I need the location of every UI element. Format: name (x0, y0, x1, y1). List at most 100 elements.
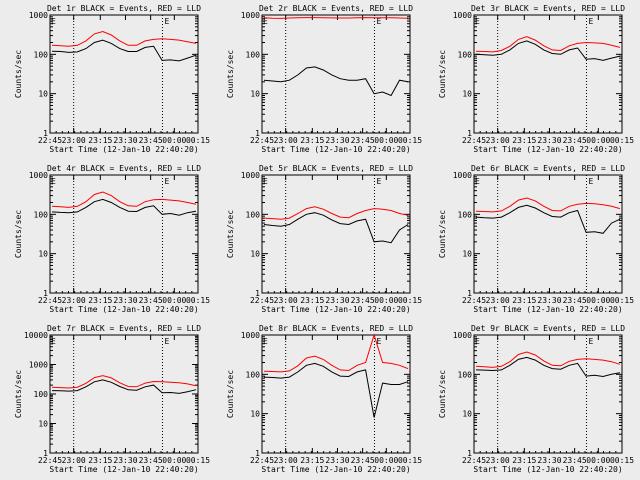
y-tick-label: 1 (467, 289, 472, 298)
x-tick-label: 00:00 (374, 136, 398, 145)
events-series-line (475, 204, 621, 234)
marker-e-left: E (263, 17, 268, 26)
y-axis-label: Counts/sec (226, 50, 235, 98)
detector-panel-6: Det 6r BLACK = Events, RED = LLD 1 10 100 10… (438, 164, 634, 314)
detector-panel-9: Det 9r BLACK = Events, RED = LLD 1 10 100 10… (438, 324, 634, 474)
x-tick-label: 23:45 (139, 136, 163, 145)
y-tick-label: 100 (458, 370, 473, 379)
plot-frame (49, 174, 199, 294)
plot-frame (473, 14, 623, 134)
x-tick-label: 23:30 (113, 456, 137, 465)
detector-panel-1: Det 1r BLACK = Events, RED = LLD 1 10 100 10… (14, 4, 210, 154)
marker-e-left: E (475, 337, 480, 346)
x-tick-label: 23:45 (351, 296, 375, 305)
marker-e-right: E (588, 337, 593, 346)
x-tick-label: 00:15 (186, 136, 210, 145)
x-tick-label: 23:45 (139, 296, 163, 305)
x-tick-label: 23:15 (300, 296, 324, 305)
x-tick-label: 23:00 (274, 136, 298, 145)
x-axis-label: Start Time (12-Jan-10 22:40:20) (49, 305, 198, 314)
events-series-line (475, 356, 621, 378)
lld-series-line (51, 375, 197, 389)
x-axis-label: Start Time (12-Jan-10 22:40:20) (261, 465, 410, 474)
plot-frame (261, 334, 411, 454)
y-tick-label: 1000 (453, 11, 472, 20)
lld-series-line (475, 197, 621, 213)
marker-e-right: E (376, 177, 381, 186)
x-tick-label: 22:45 (462, 296, 486, 305)
events-series-line (263, 212, 409, 244)
lld-series-line (475, 36, 621, 53)
y-axis-label: Counts/sec (14, 50, 23, 98)
y-axis-label: Counts/sec (226, 370, 235, 418)
x-tick-label: 23:30 (113, 296, 137, 305)
lld-series-line (51, 30, 197, 47)
x-tick-label: 00:15 (186, 456, 210, 465)
y-tick-label: 1 (43, 289, 48, 298)
events-series-line (475, 40, 621, 61)
marker-e-left: E (263, 337, 268, 346)
y-tick-label: 1000 (29, 11, 48, 20)
x-tick-label: 23:45 (563, 456, 587, 465)
y-tick-label: 100 (34, 50, 49, 59)
y-tick-label: 10000 (24, 331, 48, 340)
x-tick-label: 23:00 (62, 136, 86, 145)
detector-panel-4: Det 4r BLACK = Events, RED = LLD 1 10 100 10… (14, 164, 210, 314)
x-tick-label: 23:30 (113, 136, 137, 145)
y-tick-label: 100 (246, 370, 261, 379)
x-tick-label: 22:45 (38, 296, 62, 305)
marker-e-right: E (376, 17, 381, 26)
events-series-line (263, 362, 409, 418)
panel-title: Det 5r BLACK = Events, RED = LLD (259, 164, 413, 173)
y-tick-label: 10 (250, 250, 260, 259)
marker-e-right: E (588, 177, 593, 186)
detector-panel-2: Det 2r BLACK = Events, RED = LLD 1 10 100 10… (226, 4, 422, 154)
x-tick-label: 23:00 (486, 136, 510, 145)
plot-frame (261, 14, 411, 134)
marker-e-left: E (263, 177, 268, 186)
y-axis-label: Counts/sec (438, 210, 447, 258)
x-tick-label: 23:00 (486, 456, 510, 465)
x-axis-label: Start Time (12-Jan-10 22:40:20) (261, 145, 410, 154)
x-tick-label: 23:00 (274, 296, 298, 305)
x-tick-label: 23:15 (88, 136, 112, 145)
plot-frame (261, 174, 411, 294)
plot-frame (49, 14, 199, 134)
y-tick-label: 100 (458, 50, 473, 59)
lld-series-line (51, 191, 197, 208)
x-tick-label: 23:30 (537, 456, 561, 465)
x-tick-label: 23:45 (563, 296, 587, 305)
x-tick-label: 23:45 (351, 136, 375, 145)
x-tick-label: 23:30 (325, 296, 349, 305)
marker-e-left: E (475, 17, 480, 26)
x-tick-label: 22:45 (250, 456, 274, 465)
y-tick-label: 10 (462, 250, 472, 259)
x-tick-label: 00:15 (610, 136, 634, 145)
x-tick-label: 23:15 (300, 136, 324, 145)
marker-e-right: E (164, 337, 169, 346)
x-tick-label: 23:00 (62, 296, 86, 305)
y-tick-label: 10 (38, 90, 48, 99)
x-tick-label: 00:00 (374, 296, 398, 305)
plot-frame (473, 334, 623, 454)
x-tick-label: 23:30 (537, 296, 561, 305)
x-tick-label: 22:45 (250, 296, 274, 305)
x-axis-label: Start Time (12-Jan-10 22:40:20) (49, 145, 198, 154)
x-axis-label: Start Time (12-Jan-10 22:40:20) (473, 145, 622, 154)
y-tick-label: 1 (255, 129, 260, 138)
y-tick-label: 10 (250, 90, 260, 99)
x-tick-label: 23:45 (139, 456, 163, 465)
y-tick-label: 10 (38, 420, 48, 429)
x-tick-label: 23:15 (512, 456, 536, 465)
panel-title: Det 8r BLACK = Events, RED = LLD (259, 324, 413, 333)
x-tick-label: 00:00 (586, 456, 610, 465)
x-tick-label: 23:00 (274, 456, 298, 465)
x-tick-label: 00:15 (610, 456, 634, 465)
x-tick-label: 22:45 (38, 456, 62, 465)
x-tick-label: 22:45 (38, 136, 62, 145)
y-tick-label: 1 (43, 449, 48, 458)
x-tick-label: 22:45 (462, 136, 486, 145)
y-axis-label: Counts/sec (14, 370, 23, 418)
panel-title: Det 1r BLACK = Events, RED = LLD (47, 4, 201, 13)
lld-series-line (263, 17, 409, 19)
